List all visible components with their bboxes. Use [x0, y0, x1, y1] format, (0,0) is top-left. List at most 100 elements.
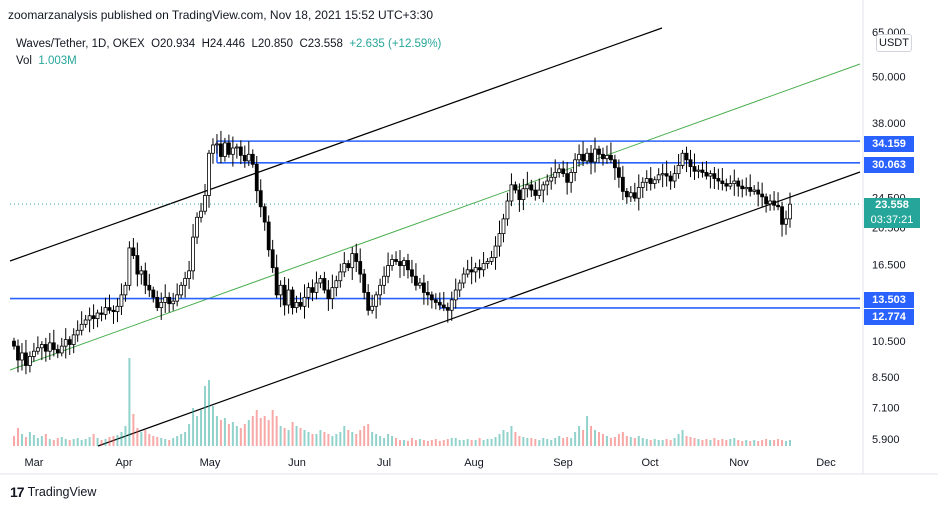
candle-body — [362, 273, 367, 293]
volume-bar — [645, 439, 648, 446]
candle-body — [87, 315, 92, 321]
volume-bar — [470, 440, 473, 446]
volume-bar — [80, 440, 83, 446]
volume-bar — [207, 380, 210, 446]
volume-bar — [124, 426, 127, 446]
candle-body — [573, 159, 578, 173]
volume-bar — [227, 424, 230, 446]
candle-body — [768, 200, 773, 205]
candle-body — [680, 152, 685, 166]
volume-bar — [486, 439, 489, 446]
bar-countdown: 03:37:21 — [870, 214, 914, 226]
publisher-line: zoomarzanalysis published on TradingView… — [8, 8, 434, 22]
candle-body — [688, 159, 693, 167]
volume-bar — [418, 439, 421, 446]
volume-bar — [522, 437, 525, 446]
volume-bar — [283, 428, 286, 446]
level-label-34159: 34.159 — [864, 136, 914, 152]
candle-body — [644, 178, 649, 183]
candle-body — [326, 289, 331, 299]
candle-body — [593, 148, 597, 163]
currency-button[interactable]: USDT — [876, 34, 912, 52]
volume-bar — [219, 420, 222, 446]
volume-bar — [112, 436, 115, 446]
volume-bar — [777, 439, 780, 446]
volume-bar — [92, 434, 95, 446]
candle-body — [684, 152, 689, 161]
candle-body — [696, 169, 701, 172]
volume-bar — [56, 438, 59, 446]
volume-bar — [200, 410, 203, 446]
candle-body — [581, 153, 585, 162]
volume-bar — [474, 440, 477, 446]
candle-body — [700, 169, 705, 173]
candle-body — [63, 339, 68, 347]
candle-body — [51, 342, 56, 350]
candle-body — [390, 259, 394, 266]
candle-body — [533, 189, 538, 196]
volume-bar — [434, 439, 437, 446]
candle-body — [421, 282, 426, 293]
volume-bar — [319, 430, 322, 446]
candle-body — [67, 339, 72, 345]
candle-body — [75, 329, 80, 336]
volume-bar — [108, 437, 111, 446]
volume-bar — [550, 440, 553, 446]
candle-body — [433, 299, 438, 303]
candle-body — [601, 153, 605, 160]
volume-bar — [633, 438, 636, 446]
volume-bar — [263, 416, 266, 446]
volume-bar — [689, 437, 692, 446]
volume-bar — [590, 426, 593, 446]
volume-bar — [749, 441, 752, 446]
volume-bar — [152, 436, 155, 446]
candle-body — [147, 284, 152, 291]
price-tick-label: 7.100 — [872, 403, 900, 415]
candle-body — [83, 319, 88, 325]
time-tick-label: Sep — [553, 457, 573, 469]
footer-brand[interactable]: 17 TradingView — [10, 484, 96, 500]
volume-bar — [339, 432, 342, 446]
volume-bar — [243, 424, 246, 446]
candle-body — [322, 278, 327, 291]
level-label-13503: 13.503 — [864, 292, 914, 308]
symbol-name[interactable]: Waves/Tether, 1D, OKEX — [16, 38, 145, 50]
candle-body — [39, 344, 44, 349]
candle-body — [95, 312, 100, 319]
volume-bar — [570, 438, 573, 446]
volume-bar — [116, 435, 119, 446]
volume-bar — [661, 440, 664, 446]
volume-bar — [391, 436, 394, 446]
candle-body — [748, 187, 753, 192]
candle-body — [445, 307, 450, 311]
candle-body — [266, 221, 271, 251]
candle-body — [398, 261, 402, 266]
price-tick-label: 50.000 — [872, 72, 906, 84]
volume-label[interactable]: Vol — [16, 55, 32, 67]
candle-body — [151, 289, 156, 298]
volume-bar — [498, 434, 501, 446]
candle-body — [561, 168, 566, 175]
candle-body — [545, 180, 550, 186]
volume-bar — [271, 410, 274, 446]
volume-bar — [402, 440, 405, 446]
volume-bar — [44, 434, 47, 446]
candle-body — [71, 334, 76, 345]
candle-body — [286, 289, 291, 306]
candle-body — [776, 204, 780, 208]
volume-bar — [406, 441, 409, 446]
volume-bar — [641, 438, 644, 446]
candle-body — [720, 180, 725, 184]
candle-body — [449, 299, 454, 311]
candle-body — [302, 296, 307, 307]
candle-body — [346, 263, 351, 269]
candle-body — [457, 282, 462, 291]
time-tick-label: Dec — [816, 457, 836, 469]
legend-volume-row: Vol 1.003M — [16, 53, 441, 70]
candle-body — [437, 302, 442, 306]
volume-bar — [438, 441, 441, 446]
volume-bar — [16, 428, 19, 446]
candle-body — [788, 203, 792, 220]
volume-bar — [72, 439, 75, 446]
